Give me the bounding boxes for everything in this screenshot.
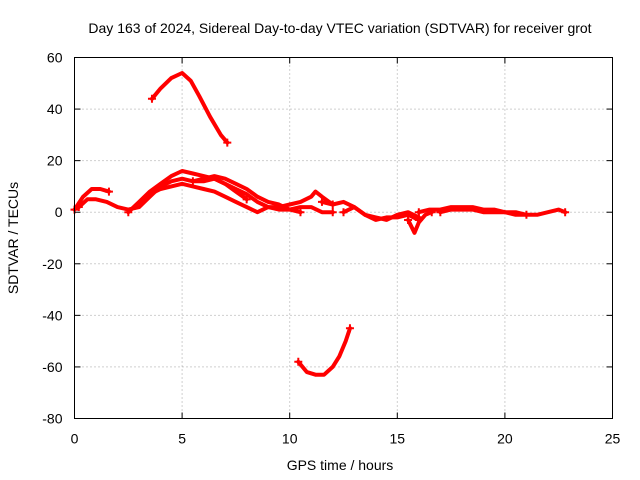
series-point-marker xyxy=(339,208,348,217)
series-line-arc-3 xyxy=(126,169,335,215)
series-point-marker xyxy=(561,208,570,217)
x-axis-label: GPS time / hours xyxy=(287,457,394,473)
data-series xyxy=(70,71,570,377)
y-tick-label: -80 xyxy=(42,411,62,427)
chart-title: Day 163 of 2024, Sidereal Day-to-day VTE… xyxy=(88,20,591,36)
x-tick-label: 15 xyxy=(390,431,406,447)
series-line-arc-4 xyxy=(147,181,335,215)
series-line-arc-10 xyxy=(438,207,529,217)
y-tick-label: 0 xyxy=(55,204,63,220)
series-point-marker xyxy=(436,208,445,217)
x-tick-label: 0 xyxy=(71,431,79,447)
axis-ticks: 0 5 10 15 20 25 60 40 20 0 -20 -40 -60 -80 xyxy=(42,50,620,447)
y-tick-label: -20 xyxy=(42,256,62,272)
series-line-arc-1 xyxy=(72,187,111,212)
series-point-marker xyxy=(188,177,197,186)
series-point-marker xyxy=(414,208,423,217)
series-point-marker xyxy=(317,197,326,206)
series-point-marker xyxy=(294,357,303,366)
series-point-marker xyxy=(345,324,354,333)
x-tick-label: 5 xyxy=(178,431,186,447)
x-tick-label: 20 xyxy=(497,431,513,447)
series-point-marker xyxy=(74,203,83,212)
series-line-arc-7 xyxy=(341,205,421,222)
series-point-marker xyxy=(223,138,232,147)
y-tick-label: 40 xyxy=(47,101,63,117)
series-point-marker xyxy=(404,215,413,224)
series-point-marker xyxy=(145,190,154,199)
series-line-arc-high xyxy=(150,71,230,145)
series-point-marker xyxy=(296,208,305,217)
y-tick-label: -40 xyxy=(42,307,62,323)
series-point-marker xyxy=(242,195,251,204)
series-line-arc-9 xyxy=(416,205,568,217)
y-axis-label: SDTVAR / TECUs xyxy=(5,182,21,294)
x-tick-label: 25 xyxy=(605,431,621,447)
series-point-marker xyxy=(124,208,133,217)
plot-frame xyxy=(74,57,613,419)
series-line-arc-low xyxy=(296,326,352,377)
series-point-marker xyxy=(522,210,531,219)
series-line-arc-5 xyxy=(190,174,303,215)
y-tick-label: -60 xyxy=(42,359,62,375)
series-point-marker xyxy=(104,187,113,196)
series-point-marker xyxy=(328,208,337,217)
series-line-arc-8 xyxy=(406,210,434,235)
y-tick-label: 20 xyxy=(47,153,63,169)
series-point-marker xyxy=(147,94,156,103)
x-tick-label: 10 xyxy=(282,431,298,447)
y-tick-label: 60 xyxy=(47,50,63,66)
